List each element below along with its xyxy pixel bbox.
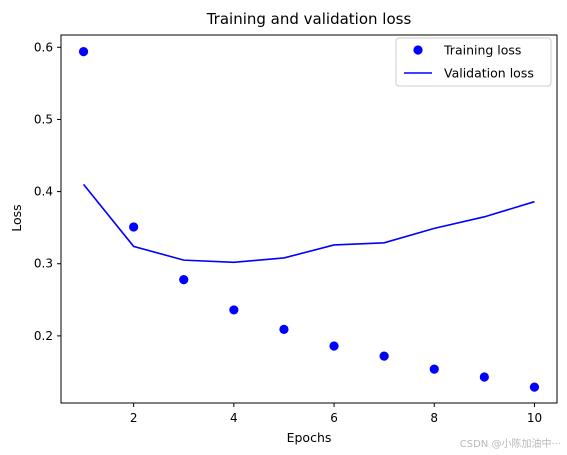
legend-marker-training-loss [413, 45, 423, 55]
axes: 2 4 6 8 10 0.2 0.3 0.4 0.5 0.6 [34, 34, 558, 425]
y-axis-label: Loss [9, 204, 24, 231]
training-loss-point [229, 305, 239, 315]
y-tick-label: 0.3 [34, 257, 53, 271]
y-tick-label: 0.4 [34, 185, 53, 199]
training-loss-point [479, 372, 489, 382]
training-loss-point [129, 222, 139, 232]
x-tick-label: 2 [130, 411, 138, 425]
legend-label: Validation loss [444, 66, 534, 81]
legend: Training loss Validation loss [395, 37, 552, 87]
x-tick-label: 8 [430, 411, 438, 425]
plot-area [78, 47, 540, 392]
watermark-text: CSDN @小陈加油中··· [460, 437, 561, 450]
legend-label: Training loss [443, 43, 521, 58]
training-loss-point [78, 47, 89, 57]
chart-title: Training and validation loss [206, 10, 412, 28]
legend-box [395, 37, 552, 87]
x-tick-label: 4 [230, 411, 238, 425]
training-loss-point [429, 364, 439, 374]
x-axis-label: Epochs [287, 430, 332, 445]
y-tick-label: 0.2 [34, 329, 53, 343]
x-tick-label: 10 [527, 411, 542, 425]
y-tick-label: 0.6 [34, 40, 53, 54]
x-tick-label: 6 [330, 411, 338, 425]
training-loss-point [279, 324, 289, 334]
series-line-validation-loss [82, 183, 535, 264]
training-loss-point [179, 275, 189, 285]
training-loss-point [529, 382, 540, 392]
axes-frame [60, 34, 558, 404]
y-tick-label: 0.5 [34, 112, 53, 126]
training-loss-point [329, 341, 339, 351]
training-loss-point [379, 351, 389, 361]
